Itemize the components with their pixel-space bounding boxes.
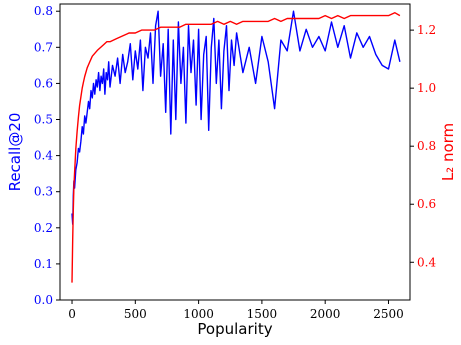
x-tick-label: 2500	[373, 307, 404, 321]
right-y-tick-label: 1.0	[417, 81, 436, 95]
right-y-tick-label: 0.6	[417, 197, 436, 211]
x-tick-label: 1500	[247, 307, 278, 321]
left-y-tick-label: 0.4	[34, 149, 53, 163]
right-y-axis-title: L₂ norm	[439, 123, 457, 181]
recall-line	[71, 10, 401, 225]
left-y-tick-label: 0.0	[34, 293, 53, 307]
left-y-tick-label: 0.3	[34, 185, 53, 199]
left-y-tick-label: 0.8	[34, 4, 53, 18]
left-y-tick-label: 0.6	[34, 76, 53, 90]
left-y-tick-label: 0.2	[34, 221, 53, 235]
plot-frame	[59, 3, 411, 301]
right-y-axis: 0.4 0.6 0.8 1.0 1.2	[410, 23, 436, 269]
x-tick-label: 500	[124, 307, 147, 321]
right-y-tick-label: 0.4	[417, 255, 436, 269]
x-tick-label: 0	[68, 307, 76, 321]
left-y-axis: 0.0 0.1 0.2 0.3 0.4 0.5 0.6 0.7 0.8	[34, 4, 60, 307]
left-y-tick-label: 0.1	[34, 257, 53, 271]
left-y-tick-label: 0.5	[34, 113, 53, 127]
x-axis: 0 500 1000 1500 2000 2500	[68, 300, 404, 321]
left-y-axis-title: Recall@20	[6, 113, 24, 192]
x-tick-label: 1000	[183, 307, 214, 321]
right-y-tick-label: 1.2	[417, 23, 436, 37]
series-layer	[71, 10, 401, 283]
x-tick-label: 2000	[310, 307, 341, 321]
x-axis-title: Popularity	[197, 320, 272, 338]
left-y-tick-label: 0.7	[34, 40, 53, 54]
right-y-tick-label: 0.8	[417, 139, 436, 153]
l2-norm-line	[71, 11, 401, 283]
